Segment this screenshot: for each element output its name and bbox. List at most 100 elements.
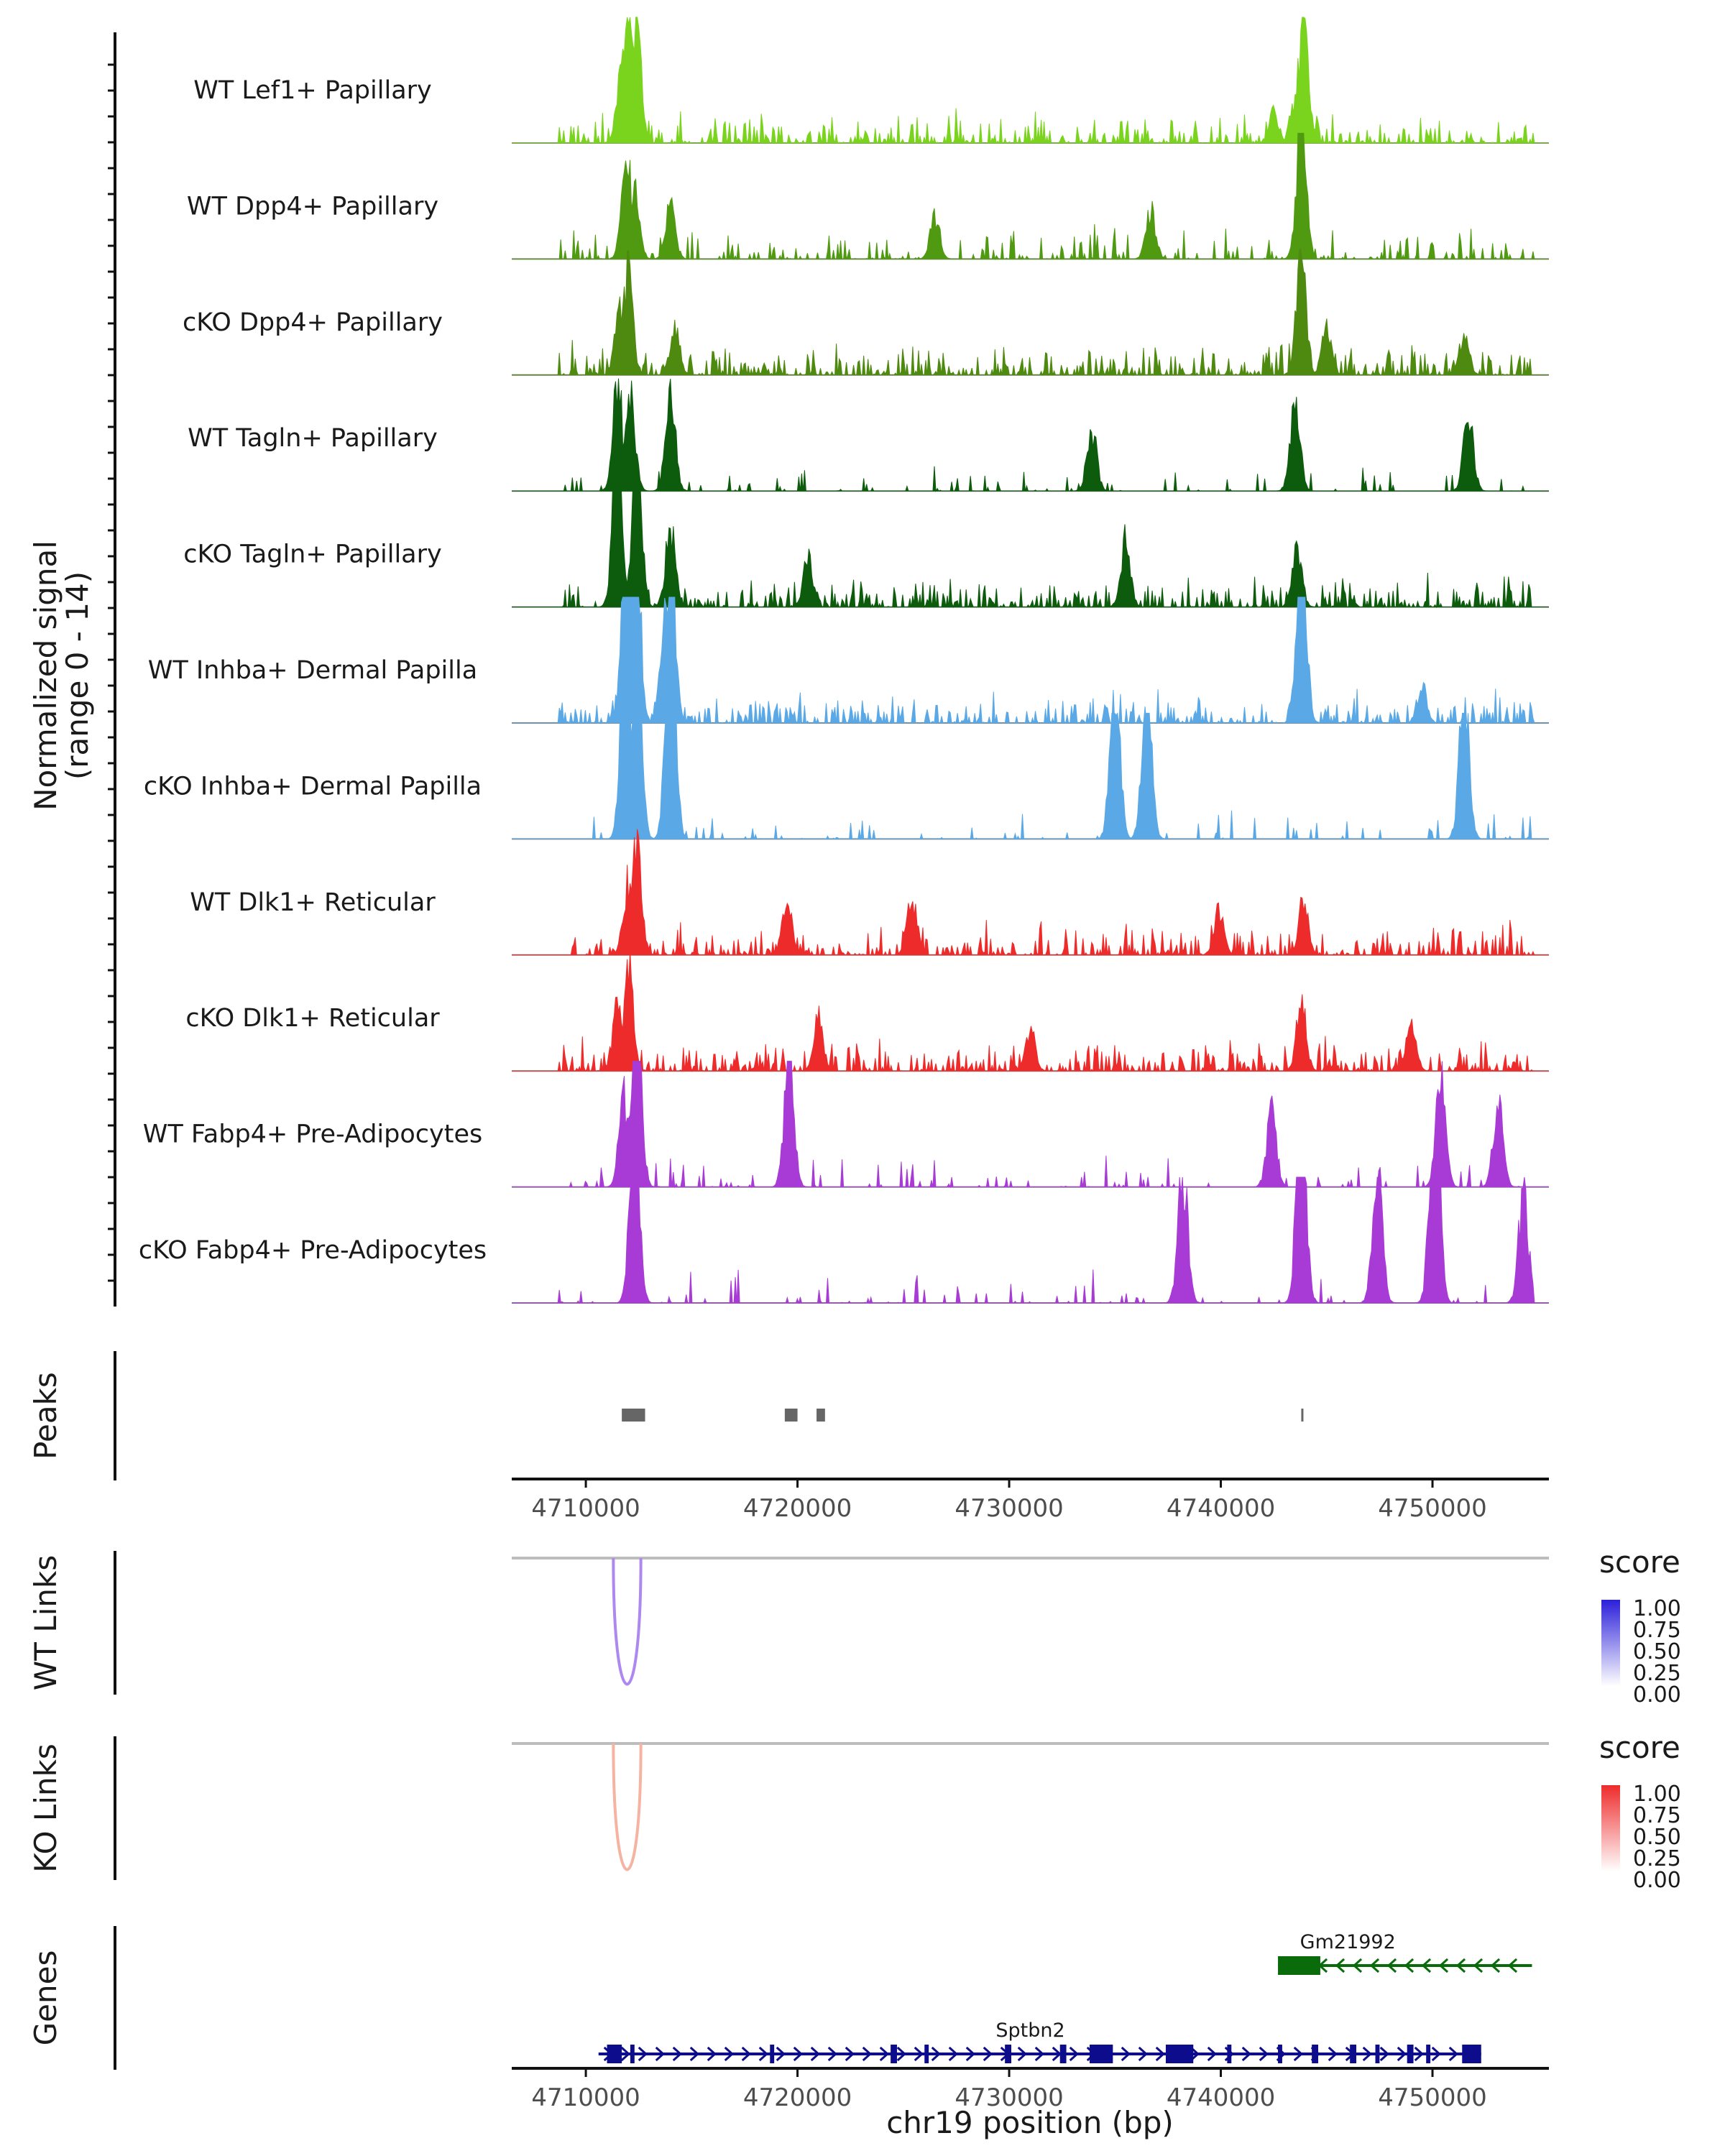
strand-arrow <box>827 2046 837 2062</box>
strand-arrow <box>1431 2046 1441 2062</box>
genes-track: Genes Gm21992 Sptbn2 <box>28 1926 1532 2070</box>
signal-track: cKO Dpp4+ Papillary <box>183 249 1549 377</box>
gene-exon <box>607 2045 622 2063</box>
gene-exon <box>1312 2045 1319 2063</box>
gene-exon <box>630 2045 635 2063</box>
track-label: WT Dlk1+ Reticular <box>190 888 436 917</box>
signal-track: WT Tagln+ Papillary <box>188 378 1549 492</box>
strand-arrow <box>862 2046 872 2062</box>
x-axis-top-tick-label: 4720000 <box>743 1494 852 1523</box>
strand-arrow <box>1473 1958 1484 1973</box>
legend-tick-label: 0.75 <box>1633 1618 1681 1643</box>
track-label: cKO Fabp4+ Pre-Adipocytes <box>139 1236 487 1265</box>
x-axis-bottom-tick-label: 4730000 <box>954 2083 1063 2112</box>
strand-arrow <box>1352 1958 1363 1973</box>
x-axis-top-tick-label: 4740000 <box>1167 1494 1275 1523</box>
signal-area <box>512 249 1549 377</box>
strand-arrow <box>689 2046 699 2062</box>
strand-arrow <box>620 2046 630 2062</box>
track-label: WT Dpp4+ Papillary <box>187 192 438 221</box>
peaks-track: Peaks <box>28 1351 1304 1480</box>
strand-arrow <box>793 2046 803 2062</box>
gene-model: Gm21992 <box>1278 1931 1532 1975</box>
strand-arrow <box>1069 2046 1079 2062</box>
signal-area <box>512 829 1549 957</box>
track-label: WT Lef1+ Papillary <box>193 76 432 105</box>
link-arc <box>612 1557 643 1686</box>
strand-arrow <box>931 2046 941 2062</box>
strand-arrow <box>1138 2046 1148 2062</box>
strand-arrow <box>776 2046 786 2062</box>
signal-tracks: WT Lef1+ Papillary WT Dpp4+ Papillary cKO … <box>139 17 1549 1304</box>
x-axis-bottom-tick-label: 4750000 <box>1378 2083 1486 2112</box>
strand-arrow <box>1259 2046 1269 2062</box>
signal-area <box>512 949 1549 1073</box>
x-axis-bottom-tick-label: 4710000 <box>531 2083 640 2112</box>
gene-exon <box>1278 1956 1320 1975</box>
legend-tick-label: 0.00 <box>1633 1868 1681 1893</box>
strand-arrow <box>845 2046 855 2062</box>
signal-area <box>512 481 1549 609</box>
strand-arrow <box>758 2046 768 2062</box>
strand-arrow <box>1121 2046 1131 2062</box>
strand-arrow <box>1293 2046 1303 2062</box>
strand-arrow <box>1017 2046 1027 2062</box>
position-axis-top: 4710000 4720000 4730000 4740000 4750000 <box>512 1478 1549 1523</box>
gene-exon <box>1089 2045 1113 2063</box>
signal-track: WT Inhba+ Dermal Papilla <box>148 596 1549 724</box>
signal-track: cKO Tagln+ Papillary <box>183 481 1549 609</box>
signal-track: WT Lef1+ Papillary <box>193 17 1549 144</box>
legend-tick-label: 0.50 <box>1633 1639 1681 1664</box>
gene-exon <box>1375 2045 1380 2063</box>
genes-label: Genes <box>28 1950 63 2046</box>
strand-arrow <box>1155 2046 1165 2062</box>
legend-colorbar <box>1601 1600 1620 1686</box>
signal-y-axis <box>108 32 116 1307</box>
x-axis-bottom-tick-label: 4740000 <box>1167 2083 1275 2112</box>
strand-arrow <box>879 2046 889 2062</box>
strand-arrow <box>948 2046 958 2062</box>
strand-arrow <box>1335 1958 1346 1973</box>
gene-exon <box>1059 2045 1067 2063</box>
gene-exon <box>1426 2045 1431 2063</box>
strand-arrow <box>1507 1958 1518 1973</box>
links-track: KO Links score 1.000.750.500.250.00 <box>28 1730 1681 1893</box>
gene-name-label: Sptbn2 <box>995 2019 1064 2042</box>
strand-arrow <box>965 2046 975 2062</box>
signal-track: WT Dlk1+ Reticular <box>190 829 1549 957</box>
x-axis-top-tick-label: 4750000 <box>1378 1494 1486 1523</box>
strand-arrow <box>1241 2046 1251 2062</box>
gene-exon <box>1165 2045 1194 2063</box>
peak-region <box>816 1409 825 1422</box>
legend-colorbar <box>1601 1785 1620 1871</box>
track-label: cKO Inhba+ Dermal Papilla <box>144 772 482 801</box>
y-axis-label: Normalized signal <box>28 540 63 811</box>
track-label: cKO Dlk1+ Reticular <box>185 1004 440 1033</box>
peak-region <box>784 1409 798 1422</box>
signal-track: cKO Inhba+ Dermal Papilla <box>144 712 1549 840</box>
signal-area <box>512 132 1549 261</box>
gene-exon <box>924 2045 929 2063</box>
gene-exon <box>1462 2045 1481 2063</box>
strand-arrow <box>672 2046 682 2062</box>
links-label: KO Links <box>28 1743 63 1873</box>
signal-area <box>512 378 1549 492</box>
link-arc <box>612 1743 643 1871</box>
strand-arrow <box>1414 2046 1424 2062</box>
x-axis-bottom-tick-label: 4720000 <box>743 2083 852 2112</box>
x-axis-top-tick-label: 4730000 <box>954 1494 1063 1523</box>
gene-model: Sptbn2 <box>598 2019 1481 2063</box>
track-label: WT Inhba+ Dermal Papilla <box>148 656 477 685</box>
strand-arrow <box>1421 1958 1432 1973</box>
signal-track: WT Fabp4+ Pre-Adipocytes <box>143 1061 1549 1189</box>
gene-exon <box>1005 2045 1011 2063</box>
strand-arrow <box>1404 1958 1414 1973</box>
strand-arrow <box>1207 2046 1217 2062</box>
track-label: cKO Dpp4+ Papillary <box>183 308 443 337</box>
gene-exon <box>891 2045 897 2063</box>
gene-exon <box>770 2045 775 2063</box>
position-axis-bottom: 4710000 4720000 4730000 4740000 4750000 <box>512 2067 1549 2112</box>
gene-exon <box>1227 2045 1232 2063</box>
strand-arrow <box>983 2046 993 2062</box>
